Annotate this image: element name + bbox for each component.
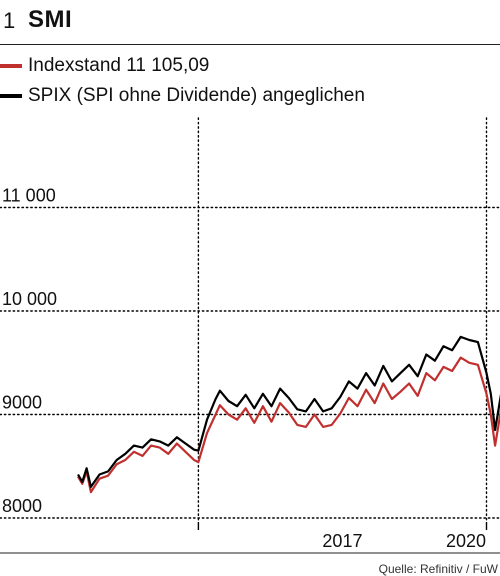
legend-label-indexstand: Indexstand 11 105,09 — [28, 55, 210, 76]
y-tick-label: 8000 — [2, 496, 42, 516]
x-tick-label-2017: 2017 — [322, 531, 362, 551]
y-tick-label: 9000 — [2, 393, 42, 413]
chart-header: 1 SMI Indexstand 11 105,09 SPIX (SPI ohn… — [0, 0, 500, 112]
series-line-spix — [77, 335, 500, 488]
x-tick-label-2020: 2020 — [446, 531, 486, 551]
chart-series — [77, 335, 500, 494]
y-axis-labels: 8000 9000 10 000 11 000 — [2, 186, 57, 517]
y-tick-label: 11 000 — [2, 186, 56, 206]
grid-lines — [0, 117, 500, 521]
legend-entry-spix: SPIX (SPI ohne Dividende) angeglichen — [0, 84, 365, 108]
legend-label-spix: SPIX (SPI ohne Dividende) angeglichen — [28, 85, 365, 106]
x-axis: 2017201820192020 — [0, 522, 500, 554]
chart-title: SMI — [28, 6, 73, 33]
source-note: Quelle: Refinitiv / FuW — [378, 562, 498, 576]
legend-swatch-red — [0, 64, 22, 68]
legend-swatch-black — [0, 94, 22, 98]
title-rule — [0, 44, 500, 45]
y-tick-label: 10 000 — [2, 289, 57, 309]
legend-entry-indexstand: Indexstand 11 105,09 — [0, 54, 209, 78]
series-line-indexstand — [77, 356, 500, 494]
figure-number: 1 — [3, 8, 16, 33]
